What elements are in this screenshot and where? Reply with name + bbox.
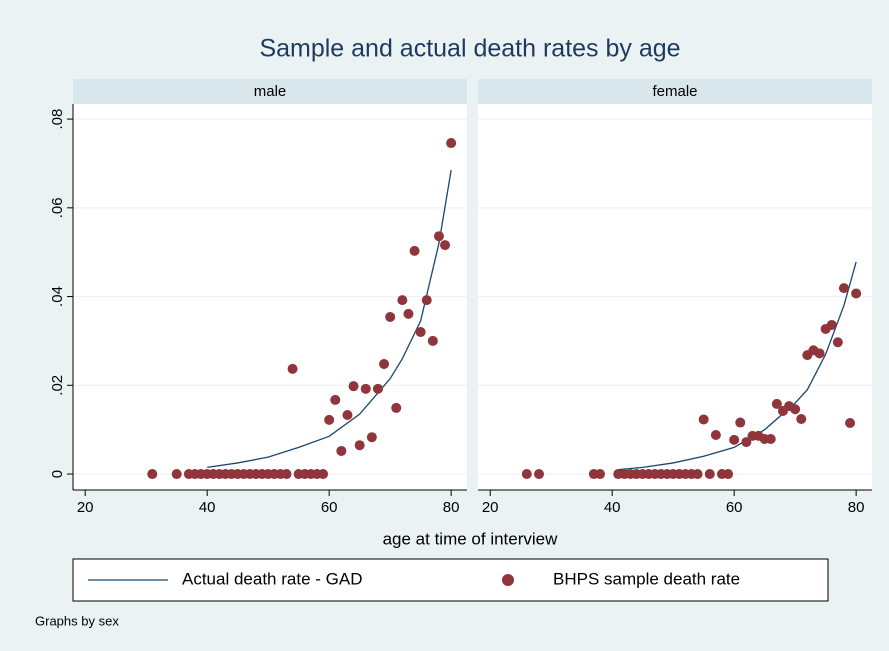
point <box>735 417 746 428</box>
point <box>814 348 825 359</box>
point <box>403 308 414 319</box>
point <box>372 383 383 394</box>
line <box>207 170 452 469</box>
point <box>698 414 709 425</box>
point <box>771 398 782 409</box>
point <box>379 358 390 369</box>
legend-label: Actual death rate - GAD <box>182 569 362 588</box>
point <box>533 469 544 480</box>
x-tick-label: 60 <box>321 499 338 516</box>
y-tick-label: 0 <box>49 470 66 478</box>
panel-title: male <box>254 83 287 100</box>
point <box>397 295 408 306</box>
point <box>409 245 420 256</box>
line <box>618 261 857 471</box>
point <box>723 469 734 480</box>
point <box>421 295 432 306</box>
chart-title: Sample and actual death rates by age <box>259 35 680 63</box>
point <box>826 319 837 330</box>
point <box>845 418 856 429</box>
point <box>318 469 329 480</box>
point <box>360 383 371 394</box>
point <box>446 138 457 149</box>
point <box>796 414 807 425</box>
point <box>354 440 365 451</box>
legend-label: BHPS sample death rate <box>553 569 740 588</box>
y-tick-label: .02 <box>49 375 66 396</box>
point <box>330 394 341 405</box>
point <box>385 311 396 322</box>
point <box>147 469 158 480</box>
panel-header <box>478 79 872 104</box>
point <box>336 445 347 456</box>
legend <box>72 558 829 602</box>
point <box>427 335 438 346</box>
point <box>415 327 426 338</box>
point <box>366 432 377 443</box>
point <box>790 404 801 415</box>
point <box>324 414 335 425</box>
point <box>171 469 182 480</box>
point <box>433 231 444 242</box>
point <box>348 381 359 392</box>
x-tick-label: 20 <box>77 499 94 516</box>
point <box>851 288 862 299</box>
x-tick-label: 80 <box>848 499 865 516</box>
y-tick-label: .08 <box>49 109 66 130</box>
point <box>391 402 402 413</box>
x-axis-label: age at time of interview <box>383 529 559 548</box>
note: Graphs by sex <box>35 613 119 628</box>
point <box>521 469 532 480</box>
point <box>832 337 843 348</box>
point <box>692 469 703 480</box>
point <box>342 410 353 421</box>
x-tick-label: 80 <box>443 499 460 516</box>
panel-title: female <box>652 83 697 100</box>
x-tick-label: 40 <box>199 499 216 516</box>
point <box>440 240 451 251</box>
y-tick-label: .04 <box>49 286 66 307</box>
point <box>287 363 298 374</box>
point <box>594 469 605 480</box>
x-tick-label: 40 <box>604 499 621 516</box>
point <box>765 433 776 444</box>
panel-header <box>73 79 467 104</box>
point <box>729 434 740 445</box>
point <box>710 429 721 440</box>
y-tick-label: .06 <box>49 197 66 218</box>
x-tick-label: 60 <box>726 499 743 516</box>
x-tick-label: 20 <box>482 499 499 516</box>
point <box>281 469 292 480</box>
point <box>838 283 849 294</box>
point <box>741 437 752 448</box>
point <box>704 469 715 480</box>
legend-swatch <box>502 574 514 586</box>
